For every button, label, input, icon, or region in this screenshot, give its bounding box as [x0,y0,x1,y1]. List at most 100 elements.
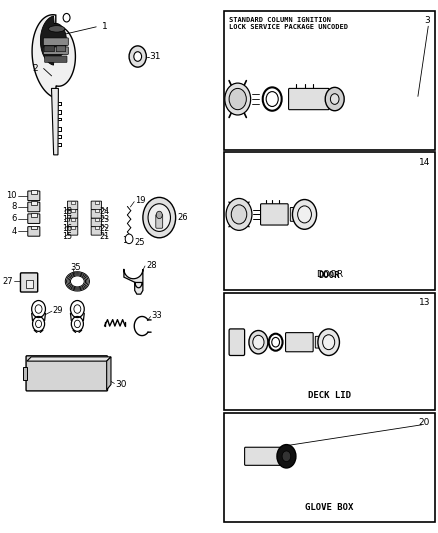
Text: 6: 6 [12,214,17,223]
FancyBboxPatch shape [229,329,244,356]
FancyBboxPatch shape [28,191,40,200]
FancyBboxPatch shape [67,209,78,218]
FancyBboxPatch shape [286,333,313,352]
Ellipse shape [49,26,65,32]
Circle shape [63,13,70,22]
Polygon shape [27,357,111,361]
Text: 29: 29 [53,305,63,314]
FancyBboxPatch shape [26,280,32,288]
Circle shape [277,445,296,468]
FancyBboxPatch shape [290,207,300,221]
Circle shape [74,305,81,313]
FancyBboxPatch shape [28,227,40,236]
FancyBboxPatch shape [28,214,40,223]
Text: 22: 22 [99,224,110,233]
Text: 13: 13 [418,298,430,308]
Text: 31: 31 [150,52,161,61]
Polygon shape [124,269,143,294]
FancyBboxPatch shape [44,46,54,52]
Text: DECK LID: DECK LID [308,391,351,400]
FancyBboxPatch shape [95,209,99,212]
FancyBboxPatch shape [31,213,37,216]
Text: 18: 18 [62,207,72,216]
Text: 26: 26 [178,213,188,222]
Circle shape [35,305,42,313]
Circle shape [134,52,141,61]
Text: 33: 33 [152,311,162,320]
Circle shape [323,335,335,350]
Text: 25: 25 [135,238,145,247]
FancyBboxPatch shape [71,200,75,204]
Circle shape [253,335,264,349]
Text: 30: 30 [115,380,127,389]
Circle shape [35,320,42,328]
Circle shape [125,234,133,244]
Circle shape [298,206,311,223]
Circle shape [148,204,170,231]
Polygon shape [52,88,58,155]
Circle shape [225,83,251,115]
FancyBboxPatch shape [244,447,281,465]
FancyBboxPatch shape [315,336,324,348]
FancyBboxPatch shape [224,293,435,410]
Circle shape [226,198,252,230]
Circle shape [330,94,339,104]
Text: 19: 19 [135,196,146,205]
FancyBboxPatch shape [261,204,288,225]
FancyBboxPatch shape [28,202,40,212]
Text: DOOR: DOOR [316,270,343,279]
Text: 4: 4 [12,227,17,236]
Text: 23: 23 [99,215,110,224]
Circle shape [293,199,317,229]
Text: 21: 21 [99,232,110,241]
FancyBboxPatch shape [67,218,78,227]
FancyBboxPatch shape [91,201,102,209]
Text: 28: 28 [146,261,157,270]
Text: 12: 12 [122,237,132,246]
FancyBboxPatch shape [95,226,99,229]
Circle shape [282,451,291,462]
FancyBboxPatch shape [43,47,68,54]
Polygon shape [107,357,111,390]
FancyBboxPatch shape [71,217,75,221]
FancyBboxPatch shape [31,201,37,205]
FancyBboxPatch shape [156,214,162,228]
Text: 16: 16 [62,224,72,233]
Text: 14: 14 [419,158,430,166]
Text: 1: 1 [102,22,108,31]
Text: 10: 10 [7,191,17,200]
FancyBboxPatch shape [91,227,102,235]
Circle shape [143,197,176,238]
Text: 8: 8 [12,203,17,212]
FancyBboxPatch shape [71,226,75,229]
Text: 17: 17 [62,215,72,224]
Text: STANDARD COLUMN IGNITION
LOCK SERVICE PACKAGE UNCODED: STANDARD COLUMN IGNITION LOCK SERVICE PA… [229,17,348,30]
Text: 20: 20 [419,418,430,427]
Circle shape [249,330,268,354]
Polygon shape [40,16,67,65]
Circle shape [156,211,162,219]
Circle shape [129,46,146,67]
Text: 35: 35 [70,263,81,272]
Text: GLOVE BOX: GLOVE BOX [305,503,354,512]
Text: 2: 2 [32,64,38,72]
FancyBboxPatch shape [67,227,78,235]
FancyBboxPatch shape [45,56,67,62]
Polygon shape [24,367,27,380]
FancyBboxPatch shape [224,413,435,522]
FancyBboxPatch shape [21,273,38,292]
FancyBboxPatch shape [56,46,66,52]
Polygon shape [32,15,75,98]
Text: 24: 24 [99,207,110,216]
FancyBboxPatch shape [43,38,68,45]
FancyBboxPatch shape [95,200,99,204]
FancyBboxPatch shape [91,218,102,227]
FancyBboxPatch shape [224,11,435,150]
Text: 15: 15 [62,232,72,241]
FancyBboxPatch shape [224,152,435,290]
Text: 27: 27 [2,277,13,286]
Circle shape [74,320,81,328]
Circle shape [325,87,344,111]
FancyBboxPatch shape [71,209,75,212]
Circle shape [318,329,339,356]
